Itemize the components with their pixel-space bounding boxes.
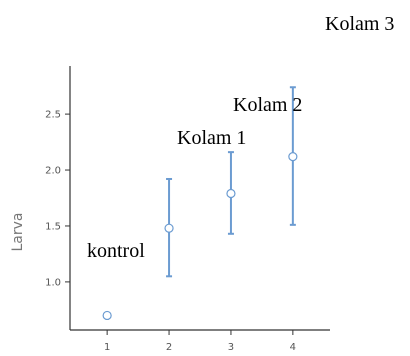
data-point <box>102 310 112 321</box>
data-points <box>102 152 298 321</box>
x-tick-label: 1 <box>104 342 110 353</box>
x-tick-label: 4 <box>290 342 296 353</box>
y-tick-label: 2.5 <box>45 110 61 121</box>
annotation-kolam-3: Kolam 3 <box>325 13 394 35</box>
annotation-kolam-2: Kolam 2 <box>233 94 302 116</box>
y-tick-label: 2.0 <box>45 166 61 177</box>
y-axis-label: Larva <box>10 213 26 252</box>
y-tick-label: 1.5 <box>45 221 61 232</box>
x-tick-label: 3 <box>228 342 234 353</box>
data-point <box>164 223 174 233</box>
annotation-kontrol: kontrol <box>87 240 145 262</box>
y-ticks: 1.0 1.5 2.0 2.5 <box>45 110 70 288</box>
annotation-kolam-1: Kolam 1 <box>177 127 246 149</box>
x-ticks: 1 2 3 4 <box>104 330 296 353</box>
data-point <box>288 152 298 162</box>
x-tick-label: 2 <box>166 342 172 353</box>
data-point <box>226 188 236 199</box>
y-tick-label: 1.0 <box>45 277 61 288</box>
axes <box>69 66 330 331</box>
